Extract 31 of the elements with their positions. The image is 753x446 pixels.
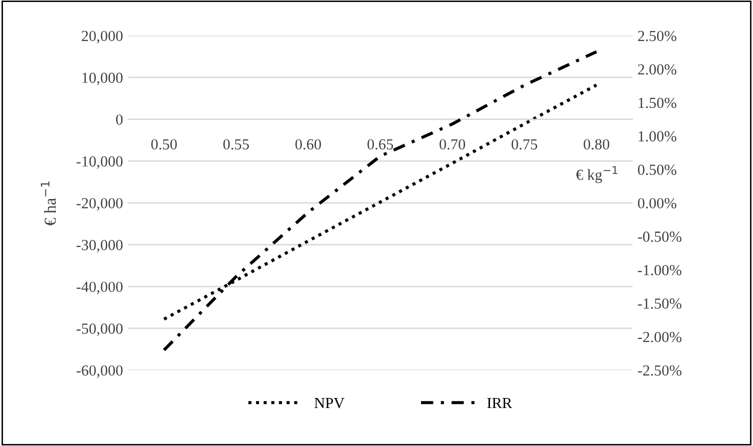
y-tick-label: -50,000 [76,324,123,336]
y2-tick-label: 1.00% [638,131,676,142]
y2-tick-label: -0.50% [638,232,682,242]
y-tick-label: -30,000 [76,240,123,252]
y-tick-label: 10,000 [82,72,123,86]
y2-tick-label: -1.00% [638,264,682,276]
y2-tick-label: -2.50% [638,365,682,376]
y-tick-label: -40,000 [76,282,123,294]
legend-label: IRR [487,398,512,408]
y-tick-label: 20,000 [82,30,123,44]
y2-tick-label: -2.00% [638,332,682,342]
y-tick-label: -10,000 [76,156,123,169]
y2-tick-label: -1.50% [638,298,682,309]
y2-tick-label: 2.50% [638,30,676,42]
x-tick-label: 0.80 [584,139,610,150]
x-axis-title: € kg$^{−1}$ [576,166,618,184]
y2-tick-label: 2.00% [638,64,676,75]
legend-label: NPV [314,398,344,408]
y-tick-label: 0 [116,114,123,125]
x-tick-label: 0.70 [440,139,466,150]
y-tick-label: -60,000 [76,365,123,378]
y2-tick-label: 1.50% [638,98,676,108]
x-tick-label: 0.60 [295,139,321,150]
x-tick-label: 0.75 [512,139,538,150]
x-tick-label: 0.65 [367,139,394,150]
x-tick-label: 0.50 [151,139,177,150]
y-axis-title: € ha$^{−1}$ [40,182,56,226]
y-tick-label: -20,000 [76,198,123,211]
x-tick-label: 0.55 [223,139,249,150]
y2-tick-label: 0.00% [638,198,676,208]
y2-tick-label: 0.50% [638,164,676,175]
